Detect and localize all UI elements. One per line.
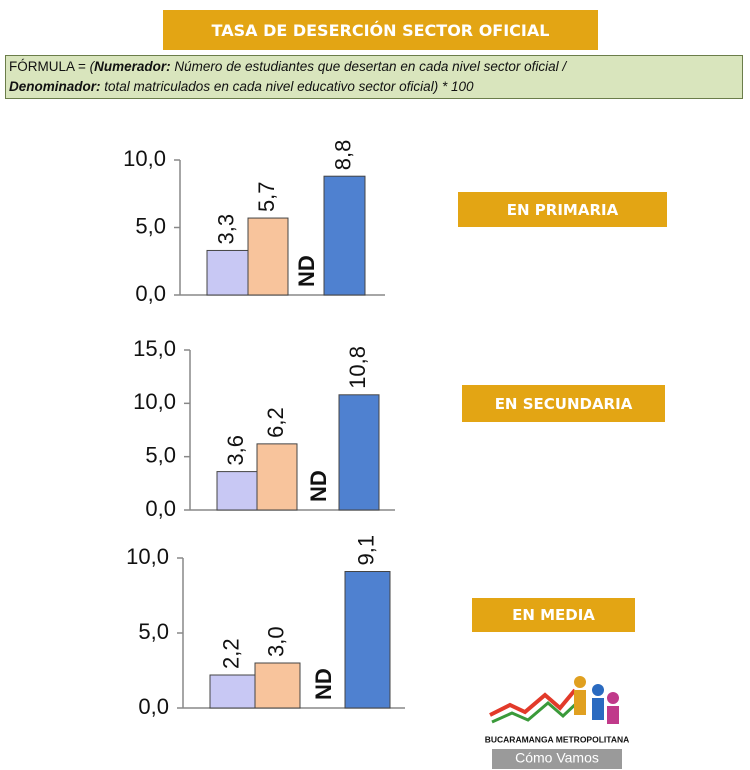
no-data-label: ND xyxy=(306,470,331,502)
formula-open: ( xyxy=(89,59,95,74)
panel-label: EN MEDIA xyxy=(472,598,635,632)
y-tick-label: 0,0 xyxy=(138,694,169,719)
no-data-label: ND xyxy=(294,255,319,287)
logo: BUCARAMANGA METROPOLITANA Cómo Vamos xyxy=(485,676,630,769)
numerator: Número de estudiantes que desertan en ca… xyxy=(170,59,567,74)
panel-label: EN PRIMARIA xyxy=(458,192,667,227)
logo-swoosh xyxy=(491,698,582,724)
y-tick-label: 5,0 xyxy=(145,442,176,467)
denominator: total matriculados en cada nivel educati… xyxy=(100,79,474,94)
value-label: 2,2 xyxy=(218,638,243,669)
y-tick-label: 5,0 xyxy=(138,619,169,644)
y-tick-label: 0,0 xyxy=(135,281,166,306)
bar xyxy=(256,443,298,511)
y-tick-label: 10,0 xyxy=(126,544,169,569)
denominator-label: Denominador: xyxy=(9,79,101,94)
value-label: 5,7 xyxy=(254,181,279,212)
value-label: 8,8 xyxy=(330,140,355,171)
value-label: 3,3 xyxy=(213,214,238,245)
logo-swoosh xyxy=(489,688,577,717)
bar xyxy=(247,217,289,296)
logo-figure xyxy=(574,690,586,715)
logo-line2: Cómo Vamos xyxy=(515,750,599,766)
numerator-label: Numerador: xyxy=(94,59,171,74)
logo-figure xyxy=(592,698,604,720)
logo-figure xyxy=(607,706,619,724)
bar xyxy=(216,471,258,511)
formula-prefix: FÓRMULA = xyxy=(9,59,90,74)
bar xyxy=(254,662,301,709)
value-label: 3,0 xyxy=(263,626,288,657)
y-tick-label: 10,0 xyxy=(123,146,166,171)
y-tick-label: 0,0 xyxy=(145,496,176,521)
logo-line1: BUCARAMANGA METROPOLITANA xyxy=(485,734,630,744)
title-banner: TASA DE DESERCIÓN SECTOR OFICIAL xyxy=(163,10,598,50)
formula-box: FÓRMULA = (Numerador: Número de estudian… xyxy=(5,55,743,99)
no-data-label: ND xyxy=(311,668,336,700)
y-tick-label: 10,0 xyxy=(133,389,176,414)
y-tick-label: 15,0 xyxy=(133,336,176,361)
logo-figure xyxy=(592,684,604,696)
bar xyxy=(206,249,249,296)
bar xyxy=(338,394,380,511)
bar xyxy=(344,571,391,709)
value-label: 10,8 xyxy=(345,346,370,389)
logo-figure xyxy=(574,676,586,688)
logo-figure xyxy=(607,692,619,704)
bar xyxy=(323,175,366,296)
value-label: 3,6 xyxy=(223,435,248,466)
bar xyxy=(209,674,256,709)
value-label: 6,2 xyxy=(263,407,288,438)
logo-bar xyxy=(492,749,622,769)
panel-label: EN SECUNDARIA xyxy=(462,385,665,422)
y-tick-label: 5,0 xyxy=(135,213,166,238)
value-label: 9,1 xyxy=(353,535,378,566)
